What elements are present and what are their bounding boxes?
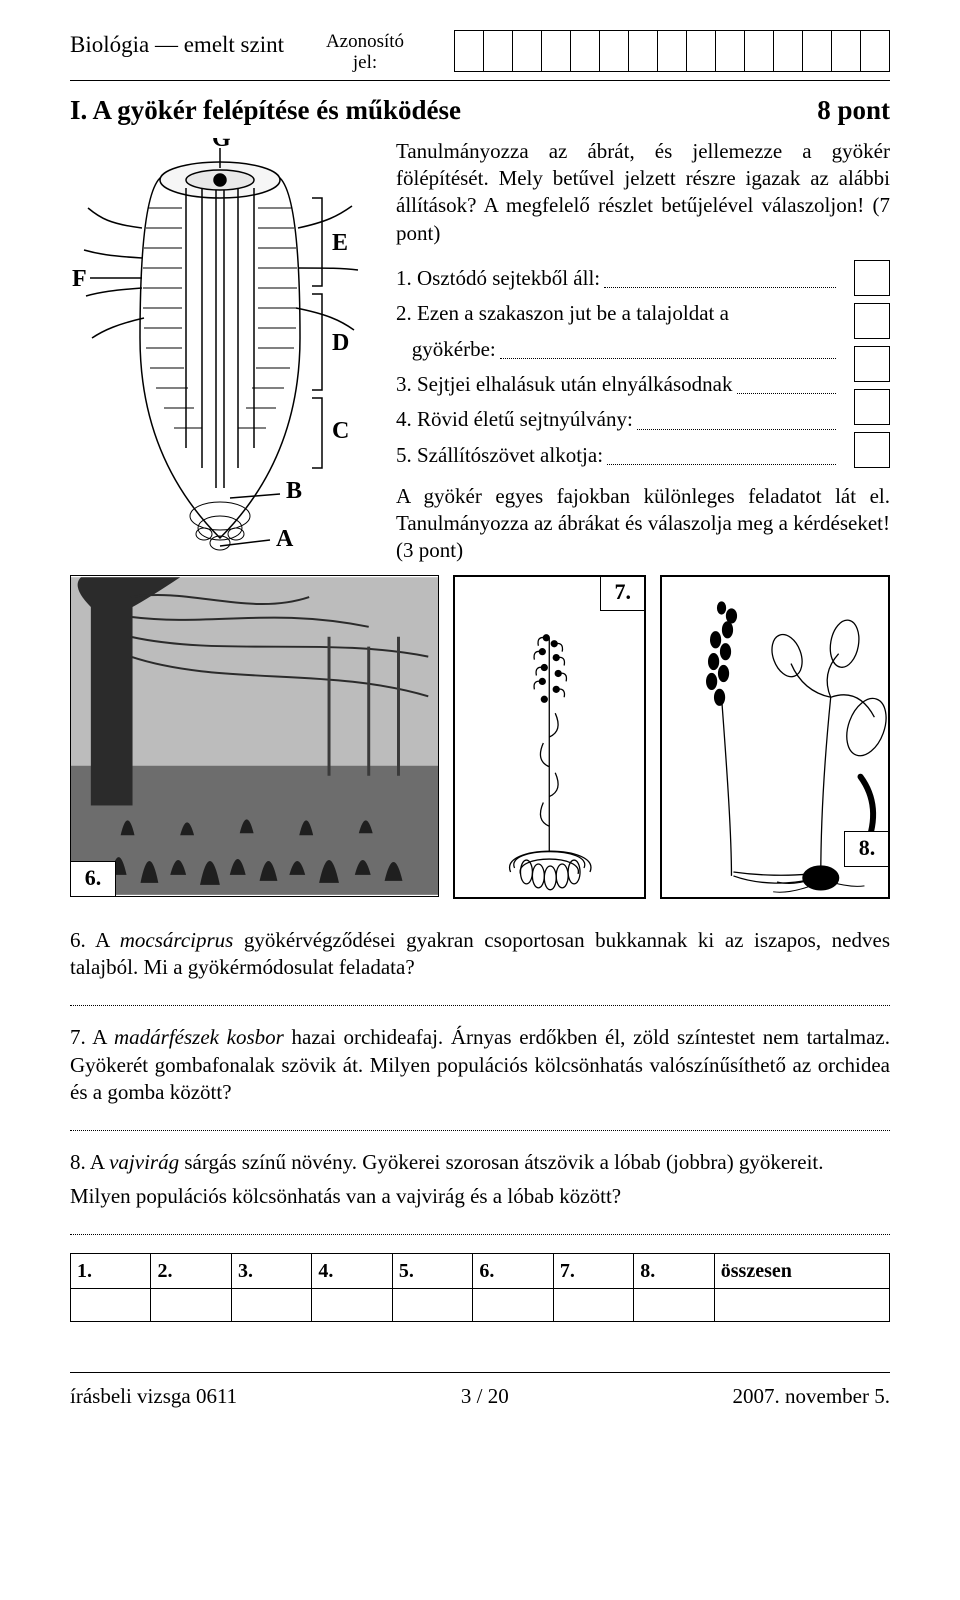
id-cell[interactable] [687,31,716,72]
image-6: 6. [70,575,439,897]
answer-box[interactable] [854,432,890,468]
q2a: 2. Ezen a szakaszon jut be a talajoldat … [396,300,840,327]
q8-text-a: 8. A vajvirág sárgás színű növény. Gyöke… [70,1149,890,1176]
answer-line[interactable] [70,989,890,1006]
id-cell[interactable] [455,31,484,72]
score-table: 1.2.3.4.5.6.7.8.összesen [70,1253,890,1322]
question-list: 1. Osztódó sejtekből áll: 2. Ezen a szak… [396,265,890,469]
score-head-cell: 8. [634,1253,714,1288]
id-cell[interactable] [513,31,542,72]
paragraph-2: A gyökér egyes fajokban különleges felad… [396,483,890,565]
answer-box[interactable] [854,260,890,296]
image-6-svg [71,576,438,896]
label-C: C [332,418,349,444]
score-head-cell: 5. [392,1253,472,1288]
q2b: gyökérbe: [396,336,840,363]
header: Biológia — emelt szint Azonosító jel: [70,30,890,74]
score-body-cell[interactable] [553,1288,633,1321]
score-body-cell[interactable] [231,1288,311,1321]
label-E: E [332,230,348,256]
score-body-cell[interactable] [312,1288,392,1321]
answer-line[interactable] [70,1114,890,1131]
id-cell[interactable] [571,31,600,72]
id-cell[interactable] [716,31,745,72]
id-cell[interactable] [774,31,803,72]
answer-boxes [854,260,890,475]
score-body-cell[interactable] [473,1288,553,1321]
image-7-tag: 7. [600,575,646,611]
image-row: 6. [70,575,890,899]
score-head-cell: 3. [231,1253,311,1288]
root-svg: G E D C B A F [70,138,370,558]
image-7: 7. [453,575,646,899]
footer: írásbeli vizsga 0611 3 / 20 2007. novemb… [70,1383,890,1410]
id-cell[interactable] [629,31,658,72]
page: Biológia — emelt szint Azonosító jel: I.… [0,0,960,1600]
q7-text: 7. A madárfészek kosbor hazai orchideafa… [70,1024,890,1106]
id-cell[interactable] [658,31,687,72]
q5: 5. Szállítószövet alkotja: [396,442,840,469]
score-head-cell: 2. [151,1253,231,1288]
title-row: I. A gyökér felépítése és működése 8 pon… [70,93,890,128]
q3: 3. Sejtjei elhalásuk után elnyálkásodnak [396,371,840,398]
answer-line[interactable] [70,1218,890,1235]
score-head-cell: 1. [71,1253,151,1288]
q6-text: 6. A mocsárciprus gyökérvégződései gyakr… [70,927,890,982]
q1: 1. Osztódó sejtekből áll: [396,265,840,292]
score-body-cell[interactable] [392,1288,472,1321]
root-diagram: G E D C B A F [70,138,380,565]
upper-block: G E D C B A F Tanulmányozza az ábrát, és… [70,138,890,565]
lower-questions: 6. A mocsárciprus gyökérvégződései gyakr… [70,927,890,1235]
label-F: F [72,266,87,292]
score-head-cell: összesen [714,1253,889,1288]
image-8: 8. [660,575,890,899]
id-cell[interactable] [600,31,629,72]
title-right: 8 pont [817,93,890,128]
image-8-tag: 8. [844,831,890,867]
label-D: D [332,330,349,356]
score-body-cell[interactable] [714,1288,889,1321]
score-head-cell: 7. [553,1253,633,1288]
id-cell[interactable] [861,31,890,72]
label-B: B [286,478,302,504]
id-cell[interactable] [745,31,774,72]
footer-left: írásbeli vizsga 0611 [70,1383,237,1410]
label-A: A [276,526,294,552]
intro-text: Tanulmányozza az ábrát, és jellemezze a … [396,138,890,247]
answer-box[interactable] [854,389,890,425]
score-body-cell[interactable] [71,1288,151,1321]
answer-box[interactable] [854,346,890,382]
header-subject: Biológia — emelt szint [70,30,284,60]
id-cell[interactable] [803,31,832,72]
image-6-tag: 6. [70,861,116,897]
footer-rule [70,1372,890,1373]
footer-right: 2007. november 5. [733,1383,890,1410]
id-cell[interactable] [484,31,513,72]
footer-mid: 3 / 20 [461,1383,509,1410]
score-head-cell: 4. [312,1253,392,1288]
score-head-cell: 6. [473,1253,553,1288]
id-grid[interactable] [454,30,890,72]
header-idlabel: Azonosító jel: [284,30,446,74]
id-cell[interactable] [542,31,571,72]
image-7-svg [455,577,644,897]
label-G: G [212,138,231,152]
answer-box[interactable] [854,303,890,339]
score-body-cell[interactable] [634,1288,714,1321]
score-body-cell[interactable] [151,1288,231,1321]
text-column: Tanulmányozza az ábrát, és jellemezze a … [396,138,890,565]
q4: 4. Rövid életű sejtnyúlvány: [396,406,840,433]
q8-text-b: Milyen populációs kölcsönhatás van a vaj… [70,1183,890,1210]
header-rule [70,80,890,81]
id-cell[interactable] [832,31,861,72]
title-left: I. A gyökér felépítése és működése [70,93,461,128]
